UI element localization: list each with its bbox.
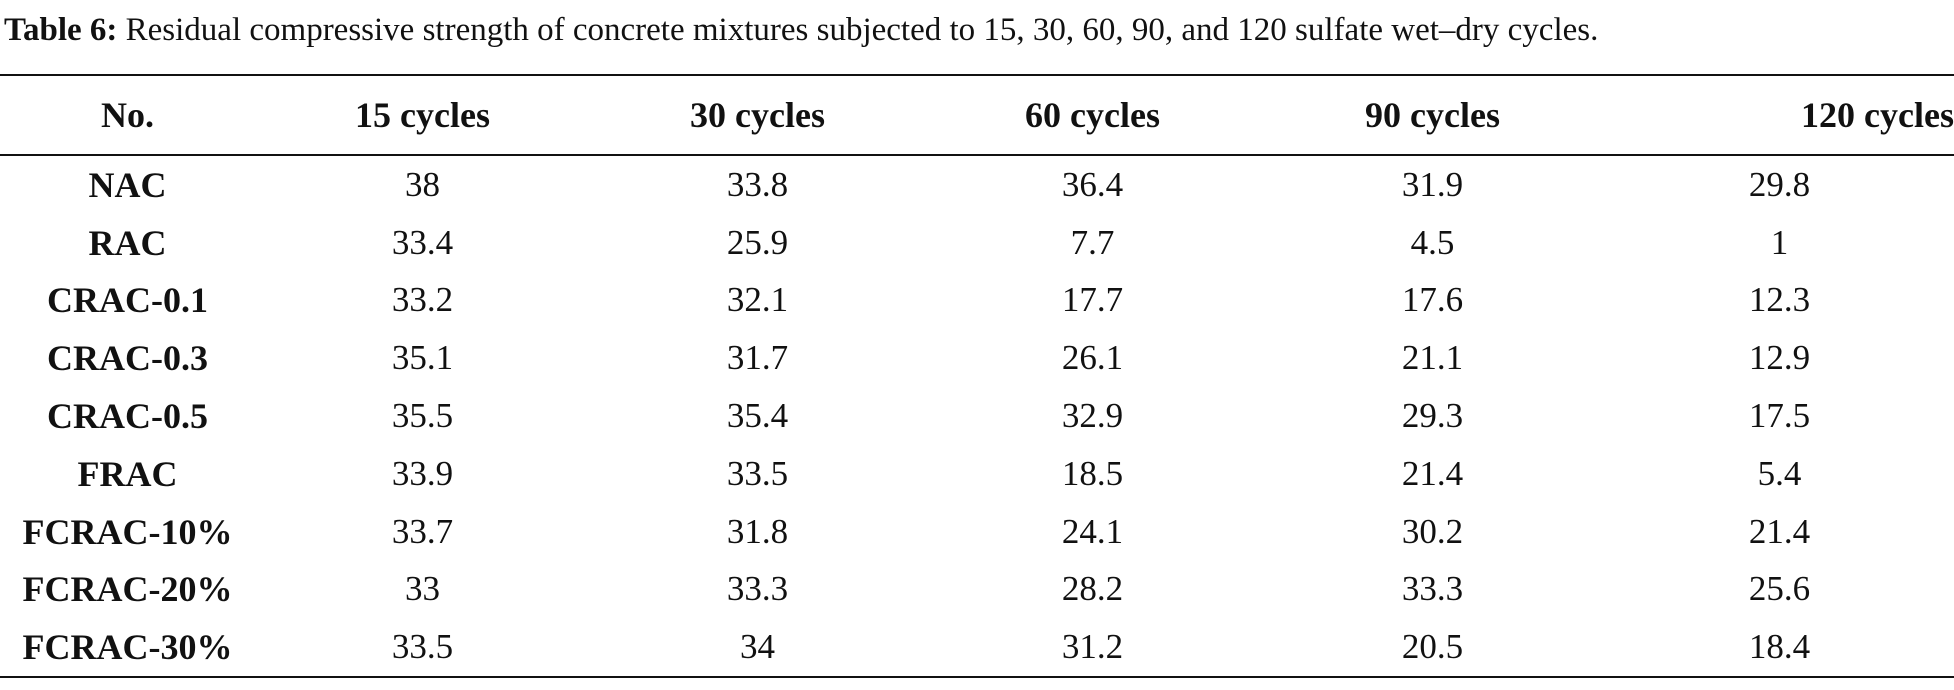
- cell-30-cycles: 32.1: [726, 280, 789, 320]
- cell-mixture: RAC: [88, 222, 167, 263]
- cell-120-cycles: 5.4: [1757, 453, 1802, 493]
- cell-60-cycles: 26.1: [1061, 338, 1124, 378]
- cell-30-cycles: 33.5: [726, 453, 789, 493]
- cell-15-cycles: 33.7: [391, 511, 454, 551]
- header-30-cycles: 30 cycles: [690, 95, 825, 135]
- cell-120-cycles: 1: [1770, 222, 1789, 262]
- cell-60-cycles: 18.5: [1061, 453, 1124, 493]
- cell-15-cycles: 35.1: [391, 338, 454, 378]
- table-caption: Table 6: Residual compressive strength o…: [4, 10, 1952, 50]
- table-caption-label: Table 6:: [4, 12, 118, 48]
- cell-30-cycles: 33.3: [726, 569, 789, 609]
- cell-120-cycles: 21.4: [1748, 511, 1811, 551]
- cell-60-cycles: 36.4: [1061, 164, 1124, 204]
- cell-mixture: CRAC-0.3: [47, 338, 208, 379]
- header-90-cycles: 90 cycles: [1365, 95, 1500, 135]
- cell-60-cycles: 7.7: [1070, 222, 1115, 262]
- table-row: NAC 38 33.8 36.4 31.9 29.8: [0, 155, 1954, 214]
- cell-60-cycles: 24.1: [1061, 511, 1124, 551]
- cell-mixture: FRAC: [77, 453, 178, 494]
- cell-15-cycles: 38: [405, 164, 440, 204]
- cell-mixture: FCRAC-10%: [22, 511, 233, 552]
- cell-15-cycles: 33.4: [391, 222, 454, 262]
- cell-90-cycles: 20.5: [1401, 627, 1464, 667]
- header-120-cycles: 120 cycles: [1801, 95, 1954, 135]
- cell-90-cycles: 30.2: [1401, 511, 1464, 551]
- table-row: FCRAC-10% 33.7 31.8 24.1 30.2 21.4: [0, 503, 1954, 561]
- table-row: FCRAC-20% 33 33.3 28.2 33.3 25.6: [0, 561, 1954, 619]
- cell-90-cycles: 17.6: [1401, 280, 1464, 320]
- cell-120-cycles: 29.8: [1748, 164, 1811, 204]
- cell-90-cycles: 31.9: [1401, 164, 1464, 204]
- table-row: RAC 33.4 25.9 7.7 4.5 1: [0, 214, 1954, 272]
- cell-120-cycles: 18.4: [1748, 627, 1811, 667]
- cell-60-cycles: 28.2: [1061, 569, 1124, 609]
- table-row: CRAC-0.5 35.5 35.4 32.9 29.3 17.5: [0, 387, 1954, 445]
- header-15-cycles: 15 cycles: [355, 95, 490, 135]
- cell-120-cycles: 12.3: [1748, 280, 1811, 320]
- cell-15-cycles: 33.9: [391, 453, 454, 493]
- cell-90-cycles: 21.4: [1401, 453, 1464, 493]
- cell-mixture: NAC: [88, 164, 167, 205]
- table-row: FRAC 33.9 33.5 18.5 21.4 5.4: [0, 445, 1954, 503]
- residual-strength-table: No. 15 cycles 30 cycles 60 cycles 90 cyc…: [0, 74, 1954, 678]
- cell-120-cycles: 25.6: [1748, 569, 1811, 609]
- cell-90-cycles: 4.5: [1410, 222, 1455, 262]
- cell-15-cycles: 35.5: [391, 396, 454, 436]
- cell-120-cycles: 12.9: [1748, 338, 1811, 378]
- cell-60-cycles: 17.7: [1061, 280, 1124, 320]
- cell-60-cycles: 32.9: [1061, 396, 1124, 436]
- cell-15-cycles: 33.5: [391, 627, 454, 667]
- cell-90-cycles: 33.3: [1401, 569, 1464, 609]
- header-60-cycles: 60 cycles: [1025, 95, 1160, 135]
- cell-30-cycles: 34: [740, 627, 775, 667]
- cell-30-cycles: 35.4: [726, 396, 789, 436]
- table-row: CRAC-0.1 33.2 32.1 17.7 17.6 12.3: [0, 272, 1954, 330]
- cell-60-cycles: 31.2: [1061, 627, 1124, 667]
- cell-30-cycles: 31.8: [726, 511, 789, 551]
- cell-mixture: FCRAC-20%: [22, 569, 233, 610]
- cell-30-cycles: 25.9: [726, 222, 789, 262]
- cell-90-cycles: 29.3: [1401, 396, 1464, 436]
- cell-30-cycles: 31.7: [726, 338, 789, 378]
- residual-strength-table-container: No. 15 cycles 30 cycles 60 cycles 90 cyc…: [0, 74, 1954, 678]
- header-row: No. 15 cycles 30 cycles 60 cycles 90 cyc…: [0, 75, 1954, 155]
- cell-mixture: CRAC-0.1: [47, 280, 208, 321]
- cell-90-cycles: 21.1: [1401, 338, 1464, 378]
- table-row: FCRAC-30% 33.5 34 31.2 20.5 18.4: [0, 618, 1954, 678]
- cell-15-cycles: 33.2: [391, 280, 454, 320]
- table-header: No. 15 cycles 30 cycles 60 cycles 90 cyc…: [0, 75, 1954, 155]
- cell-15-cycles: 33: [405, 569, 440, 609]
- cell-120-cycles: 17.5: [1748, 396, 1811, 436]
- cell-mixture: FCRAC-30%: [22, 627, 233, 668]
- cell-30-cycles: 33.8: [726, 164, 789, 204]
- header-no: No.: [101, 95, 154, 135]
- cell-mixture: CRAC-0.5: [47, 396, 208, 437]
- table-row: CRAC-0.3 35.1 31.7 26.1 21.1 12.9: [0, 329, 1954, 387]
- table-caption-text: Residual compressive strength of concret…: [117, 12, 1599, 48]
- table-body: NAC 38 33.8 36.4 31.9 29.8 RAC 33.4 25.9 7.7 4.5 1 C…: [0, 155, 1954, 678]
